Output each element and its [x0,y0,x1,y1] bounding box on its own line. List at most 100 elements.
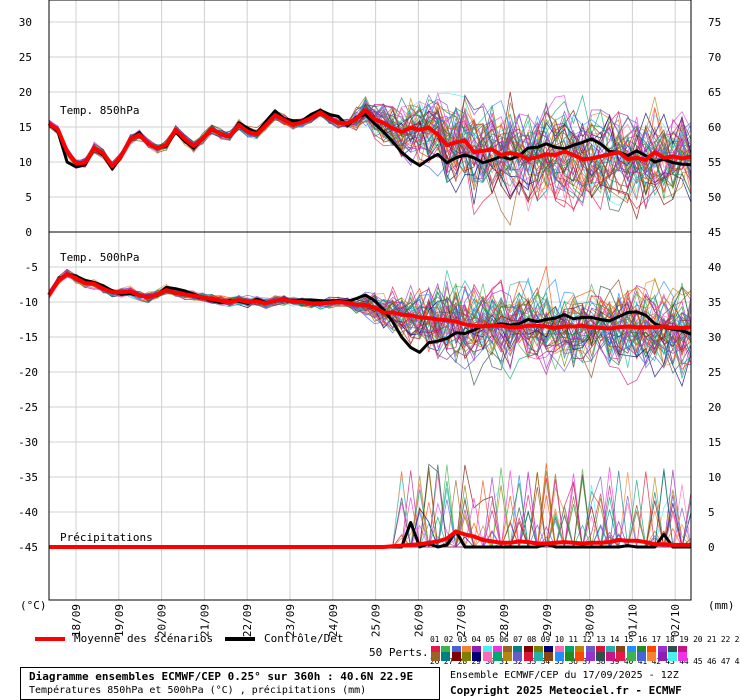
pert-line-500 [48,274,692,368]
right-tick-500: 0 [708,541,715,554]
pert-swatch [678,652,688,661]
date-tick-label: 24/09 [327,604,340,637]
legend-perts-label: 50 Perts. [369,646,429,659]
left-tick-500: -20 [18,366,38,379]
pert-swatch [564,652,574,661]
left-tick-850: 25 [19,51,32,64]
right-tick-500: 40 [708,261,721,274]
left-unit: (°C) [20,599,47,612]
pert-swatch [575,646,585,655]
left-tick-500: -25 [18,401,38,414]
pert-swatch [492,652,502,661]
legend-mean-label: Moyenne des scénarios [74,632,214,645]
left-tick-850: 15 [19,121,32,134]
pert-swatch [626,646,636,655]
pert-swatch [637,646,646,655]
pert-swatch [472,646,482,655]
date-tick-label: 22/09 [241,604,254,637]
left-tick-500: -35 [18,471,38,484]
main-lines [47,108,692,549]
pert-swatch [441,652,451,661]
legend-perts-row2: 26 27 28 29 30 31 32 33 34 35 36 37 38 3… [430,657,740,666]
pert-swatch [647,646,657,655]
pert-line-500 [48,272,692,366]
left-tick-500: -5 [25,261,38,274]
right-tick-850: 70 [708,51,721,64]
right-tick-500: 30 [708,331,721,344]
pert-swatch [472,652,482,661]
right-unit: (mm) [708,599,735,612]
pert-swatch [667,652,677,661]
right-tick-500: 25 [708,366,721,379]
pert-swatch [534,646,543,655]
pert-swatch [626,652,636,661]
right-tick-850: 65 [708,86,721,99]
legend-mean-swatch [35,637,65,641]
pert-swatch [554,646,564,655]
pert-line-500 [48,275,692,366]
caption-copyright: Copyright 2025 Meteociel.fr - ECMWF [450,684,682,697]
right-tick-500: 15 [708,436,721,449]
date-tick-label: 28/09 [498,604,511,637]
legend-control-label: Contrôle/Det [264,632,344,645]
pert-swatch [606,652,616,661]
date-tick-label: 27/09 [455,604,468,637]
pert-swatch [564,646,574,655]
pert-swatch [554,652,564,661]
pert-line-500 [48,276,692,367]
right-tick-850: 60 [708,121,721,134]
pert-swatch [461,652,471,661]
pert-swatch [482,646,492,655]
date-tick-label: 18/09 [70,604,83,637]
left-tick-500: -15 [18,331,38,344]
left-tick-500: -10 [18,296,38,309]
pert-swatch [647,652,657,661]
date-tick-label: 02/10 [669,604,682,637]
mean-line-850 [47,108,692,169]
precip-label: Précipitations [60,531,153,544]
pert-swatch [595,646,605,655]
right-tick-850: 75 [708,16,721,29]
pert-swatch [637,652,646,661]
pert-swatch [461,646,471,655]
pert-swatch [595,652,605,661]
pert-swatch [431,652,440,661]
pert-swatch [575,652,585,661]
caption-subtitle: Températures 850hPa et 500hPa (°C) , pré… [29,685,367,696]
left-tick-850: 0 [25,226,32,239]
pert-swatch [616,652,626,661]
panel-label-850: Temp. 850hPa [60,104,139,117]
pert-swatch [585,652,595,661]
pert-line-500 [48,276,692,366]
pert-swatch [667,646,677,655]
pert-swatch [503,652,513,661]
legend-control-swatch [225,637,255,641]
mean-line-precip [49,529,691,549]
pert-swatch [606,646,616,655]
right-tick-500: 45 [708,226,721,239]
pert-swatch [513,646,523,655]
left-tick-500: -40 [18,506,38,519]
pert-swatch [544,646,554,655]
right-tick-850: 50 [708,191,721,204]
date-tick-label: 01/10 [626,604,639,637]
date-tick-label: 21/09 [198,604,211,637]
mean-line-500 [47,272,692,331]
legend-perts-row1: 01 02 03 04 05 06 07 08 09 10 11 12 13 1… [430,635,740,644]
left-tick-850: 20 [19,86,32,99]
pert-swatch [451,646,461,655]
pert-swatch [657,646,667,655]
left-tick-500: -45 [18,541,38,554]
pert-swatch [544,652,554,661]
date-tick-label: 26/09 [412,604,425,637]
pert-swatch [482,652,492,661]
left-tick-850: 30 [19,16,32,29]
pert-swatch [513,652,523,661]
date-tick-label: 20/09 [156,604,169,637]
pert-line-500 [48,271,692,370]
right-tick-850: 55 [708,156,721,169]
date-tick-label: 23/09 [284,604,297,637]
right-tick-500: 20 [708,401,721,414]
pert-swatch [616,646,626,655]
